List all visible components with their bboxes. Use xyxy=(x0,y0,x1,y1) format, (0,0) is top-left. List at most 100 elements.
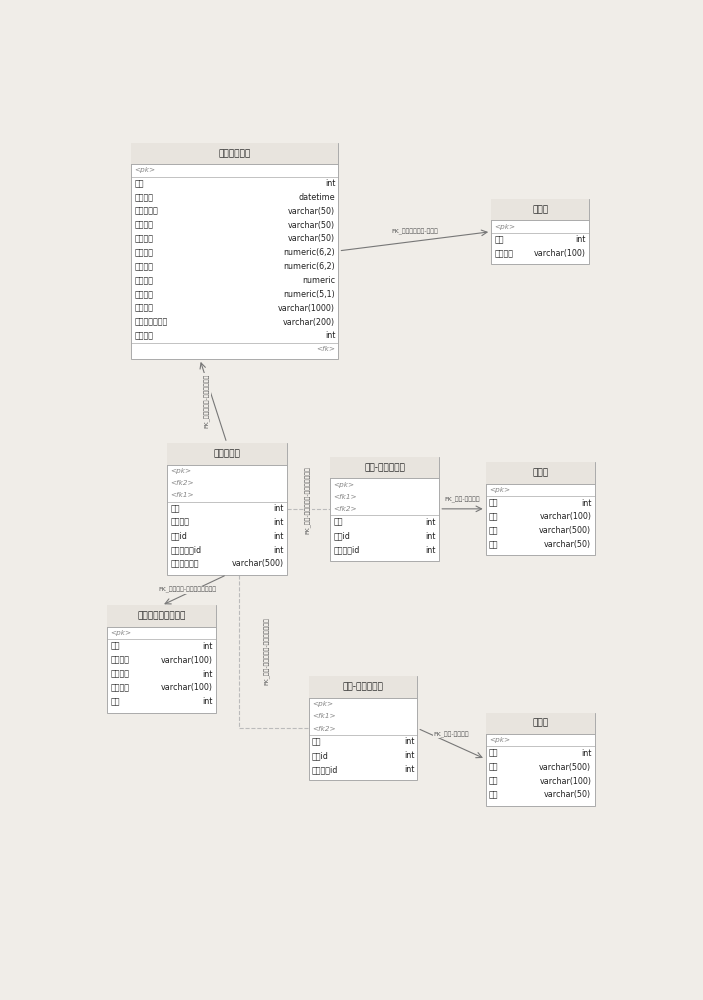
Text: FK_结果-图片关联: FK_结果-图片关联 xyxy=(434,731,470,738)
Text: 巡检记录基表: 巡检记录基表 xyxy=(219,149,251,158)
Text: FK_巡检记录基表-部位表: FK_巡检记录基表-部位表 xyxy=(392,229,438,235)
Text: 巡检负责人: 巡检负责人 xyxy=(135,207,158,216)
Text: <fk>: <fk> xyxy=(316,346,335,352)
Bar xyxy=(131,143,339,164)
Text: 标识: 标识 xyxy=(334,518,343,527)
Text: 标识: 标识 xyxy=(489,749,498,758)
Bar xyxy=(330,457,439,561)
Text: FK_结果-图片关联表-巡检结果表关联: FK_结果-图片关联表-巡检结果表关联 xyxy=(264,618,270,685)
Text: int: int xyxy=(425,546,436,555)
Text: <pk>: <pk> xyxy=(170,468,191,474)
Text: 标识: 标识 xyxy=(312,737,321,746)
Text: 位置: 位置 xyxy=(110,697,120,706)
Text: varchar(100): varchar(100) xyxy=(539,512,591,521)
Text: 结果-图片关联表: 结果-图片关联表 xyxy=(342,683,383,692)
Text: 降雨情况: 降雨情况 xyxy=(135,290,154,299)
Text: int: int xyxy=(202,642,212,651)
Text: int: int xyxy=(273,504,283,513)
Text: 巡检时间: 巡检时间 xyxy=(135,193,154,202)
Text: varchar(500): varchar(500) xyxy=(539,526,591,535)
Bar xyxy=(491,199,589,220)
Text: int: int xyxy=(202,670,212,679)
Text: 检查结果id: 检查结果id xyxy=(334,546,360,555)
Text: int: int xyxy=(325,331,335,340)
Text: 标识: 标识 xyxy=(135,179,144,188)
Text: <fk1>: <fk1> xyxy=(334,494,357,500)
Text: 大小: 大小 xyxy=(489,540,498,549)
Bar xyxy=(131,143,339,359)
Text: varchar(100): varchar(100) xyxy=(539,777,591,786)
Text: 高程编码: 高程编码 xyxy=(110,683,129,692)
Text: 视频id: 视频id xyxy=(334,532,351,541)
Text: int: int xyxy=(425,518,436,527)
Bar xyxy=(309,676,418,698)
Bar xyxy=(486,713,595,806)
Text: int: int xyxy=(273,518,283,527)
Text: 标识: 标识 xyxy=(110,642,120,651)
Text: FK_结果-视频关联表-巡检结果表关联: FK_结果-视频关联表-巡检结果表关联 xyxy=(305,466,311,534)
Text: int: int xyxy=(273,532,283,541)
Text: int: int xyxy=(404,751,414,760)
Bar xyxy=(167,443,287,465)
Text: int: int xyxy=(581,499,591,508)
Text: 图片表: 图片表 xyxy=(532,719,548,728)
Text: numeric(5,1): numeric(5,1) xyxy=(283,290,335,299)
Bar xyxy=(330,457,439,478)
Text: 巡检结果表: 巡检结果表 xyxy=(214,449,240,458)
Text: <fk1>: <fk1> xyxy=(170,492,194,498)
Text: varchar(50): varchar(50) xyxy=(288,207,335,216)
Text: 部位高程表id: 部位高程表id xyxy=(170,546,201,555)
Text: 路径: 路径 xyxy=(489,526,498,535)
Text: 标识: 标识 xyxy=(170,504,180,513)
Text: 名称: 名称 xyxy=(489,512,498,521)
Text: 部位编码: 部位编码 xyxy=(135,331,154,340)
Text: <fk2>: <fk2> xyxy=(334,506,357,512)
Text: 巡检结果: 巡检结果 xyxy=(170,518,189,527)
Text: 记录人员: 记录人员 xyxy=(135,234,154,243)
Text: varchar(50): varchar(50) xyxy=(288,221,335,230)
Text: varchar(200): varchar(200) xyxy=(283,318,335,327)
Text: numeric: numeric xyxy=(302,276,335,285)
Text: 检查结果id: 检查结果id xyxy=(312,765,338,774)
Text: numeric(6,2): numeric(6,2) xyxy=(283,262,335,271)
Text: 标识: 标识 xyxy=(494,235,504,244)
Text: FK_巡检结果表-巡检记录基表: FK_巡检结果表-巡检记录基表 xyxy=(204,374,210,428)
Text: <pk>: <pk> xyxy=(494,224,515,230)
Text: int: int xyxy=(581,749,591,758)
Text: <fk1>: <fk1> xyxy=(312,713,335,719)
Text: varchar(500): varchar(500) xyxy=(539,763,591,772)
Text: <pk>: <pk> xyxy=(489,737,510,743)
Bar xyxy=(486,713,595,734)
Text: 渗洪情况: 渗洪情况 xyxy=(135,276,154,285)
Bar xyxy=(167,443,287,575)
Bar xyxy=(486,462,595,484)
Text: int: int xyxy=(404,765,414,774)
Text: FK_结果-视频关联: FK_结果-视频关联 xyxy=(444,496,480,503)
Bar xyxy=(107,605,216,713)
Text: datetime: datetime xyxy=(299,193,335,202)
Bar xyxy=(486,462,595,555)
Bar xyxy=(491,199,589,264)
Text: 部位及高程、位置表: 部位及高程、位置表 xyxy=(137,612,186,621)
Text: <fk2>: <fk2> xyxy=(170,480,194,486)
Text: 部位名称: 部位名称 xyxy=(110,656,129,665)
Text: <pk>: <pk> xyxy=(489,487,510,493)
Text: int: int xyxy=(576,235,586,244)
Bar xyxy=(107,605,216,627)
Text: varchar(50): varchar(50) xyxy=(544,540,591,549)
Text: int: int xyxy=(425,532,436,541)
Text: 注意事项: 注意事项 xyxy=(135,304,154,313)
Text: varchar(100): varchar(100) xyxy=(534,249,586,258)
Text: 巡检人员: 巡检人员 xyxy=(135,221,154,230)
Text: <pk>: <pk> xyxy=(334,482,355,488)
Text: varchar(500): varchar(500) xyxy=(231,559,283,568)
Text: <pk>: <pk> xyxy=(110,630,131,636)
Text: 标识: 标识 xyxy=(489,499,498,508)
Text: <pk>: <pk> xyxy=(312,701,333,707)
Text: 下游水位: 下游水位 xyxy=(135,262,154,271)
Text: 巡检结果描述: 巡检结果描述 xyxy=(170,559,199,568)
Text: varchar(50): varchar(50) xyxy=(544,790,591,799)
Text: varchar(100): varchar(100) xyxy=(161,683,212,692)
Text: 视频表: 视频表 xyxy=(532,469,548,478)
Text: 名称: 名称 xyxy=(489,777,498,786)
